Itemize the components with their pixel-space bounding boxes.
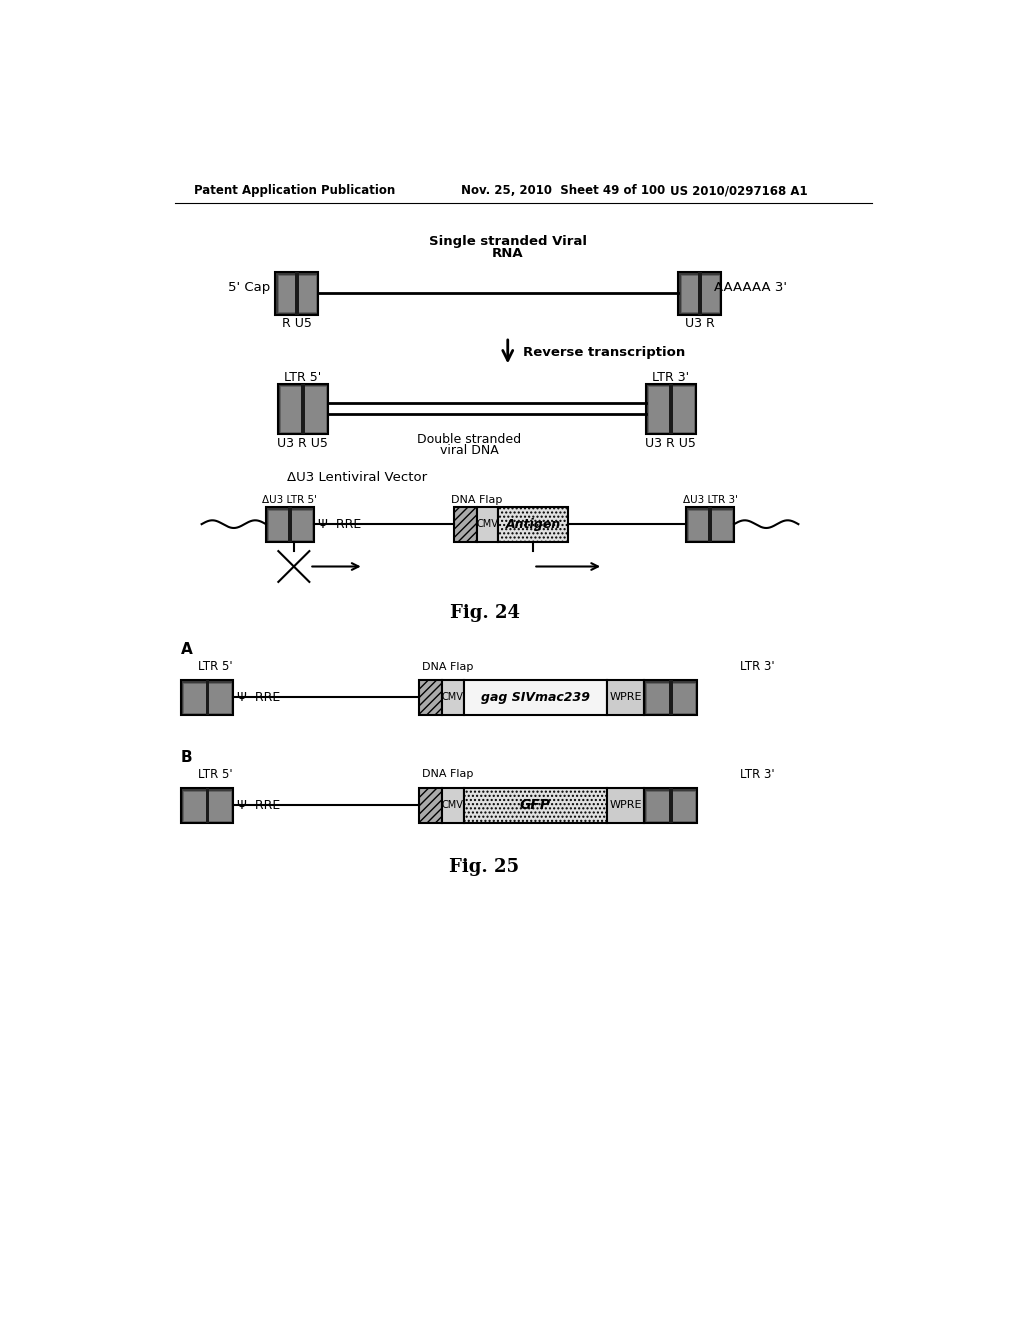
Text: U3 R U5: U3 R U5 [645,437,696,450]
Bar [289,507,292,543]
Bar [648,387,693,432]
Bar [280,387,326,432]
Text: Reverse transcription: Reverse transcription [523,346,685,359]
Bar [266,507,314,543]
Bar [301,384,305,434]
Bar [180,681,233,715]
Bar [454,507,477,543]
Bar [669,384,673,434]
Text: 5' Cap: 5' Cap [227,281,270,294]
Text: LTR 5': LTR 5' [284,371,321,384]
Text: Ψ  RRE: Ψ RRE [317,517,361,531]
Text: WPRE: WPRE [609,800,642,810]
Bar [419,681,442,715]
Text: A: A [180,642,193,657]
Bar [464,681,607,715]
Text: U3 R U5: U3 R U5 [278,437,329,450]
Text: CMV: CMV [441,800,464,810]
Bar [678,272,721,314]
Text: U3 R: U3 R [685,317,715,330]
Text: US 2010/0297168 A1: US 2010/0297168 A1 [671,185,808,197]
Text: ΔU3 LTR 3': ΔU3 LTR 3' [683,495,737,504]
Bar [442,788,464,822]
Text: viral DNA: viral DNA [439,445,499,458]
Text: WPRE: WPRE [609,693,642,702]
Bar [709,507,713,543]
Text: Nov. 25, 2010  Sheet 49 of 100: Nov. 25, 2010 Sheet 49 of 100 [461,185,666,197]
Bar [688,510,732,540]
Text: Antigen: Antigen [506,517,561,531]
Text: RNA: RNA [492,247,523,260]
Bar [499,507,568,543]
Text: Fig. 25: Fig. 25 [450,858,519,875]
Text: Double stranded: Double stranded [417,433,521,446]
Text: LTR 5': LTR 5' [198,660,232,673]
Bar [183,682,231,713]
Bar [646,791,694,821]
Bar [275,272,317,314]
Bar [646,682,694,713]
Bar [278,384,328,434]
Bar [669,788,673,822]
Bar [278,275,315,313]
Text: Ψ  RRE: Ψ RRE [238,690,281,704]
Text: Patent Application Publication: Patent Application Publication [194,185,395,197]
Text: B: B [180,750,193,766]
Bar [206,681,209,715]
Bar [607,788,644,822]
Bar [419,788,442,822]
Bar [183,791,231,821]
Bar [644,788,697,822]
Text: AAAAAA 3': AAAAAA 3' [714,281,786,294]
Bar [686,507,734,543]
Text: ΔU3 LTR 5': ΔU3 LTR 5' [262,495,317,504]
Text: LTR 3': LTR 3' [740,660,775,673]
Bar [646,384,696,434]
Text: GFP: GFP [520,799,551,812]
Text: LTR 3': LTR 3' [740,768,775,781]
Text: R U5: R U5 [282,317,311,330]
Text: DNA Flap: DNA Flap [423,661,474,672]
Text: CMV: CMV [441,693,464,702]
Text: LTR 3': LTR 3' [652,371,689,384]
Bar [644,681,697,715]
Bar [295,272,299,314]
Text: DNA Flap: DNA Flap [423,770,474,779]
Text: Single stranded Viral: Single stranded Viral [429,235,587,248]
Bar [477,507,499,543]
Bar [681,275,719,313]
Bar [206,788,209,822]
Text: LTR 5': LTR 5' [198,768,232,781]
Bar [697,272,701,314]
Bar [442,681,464,715]
Text: Fig. 24: Fig. 24 [450,603,519,622]
Text: ΔU3 Lentiviral Vector: ΔU3 Lentiviral Vector [287,471,427,484]
Bar [180,788,233,822]
Text: gag SIVmac239: gag SIVmac239 [480,690,590,704]
Bar [268,510,311,540]
Bar [669,681,673,715]
Bar [607,681,644,715]
Text: Ψ  RRE: Ψ RRE [238,799,281,812]
Text: DNA Flap: DNA Flap [451,495,503,504]
Bar [464,788,607,822]
Text: CMV: CMV [476,519,499,529]
